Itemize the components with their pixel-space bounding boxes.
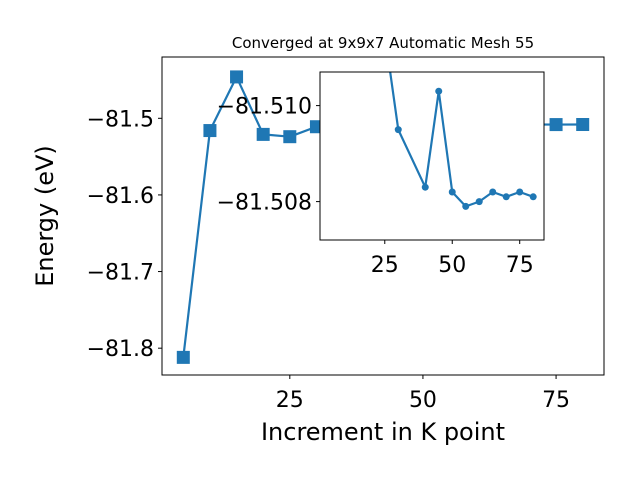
main-data-point [549,118,563,132]
main-data-point [256,127,270,141]
x-axis-label: Increment in K point [261,418,505,446]
main-x-axis: 25 50 75 [276,375,570,413]
inset-plot-frame [319,71,545,241]
main-data-point [576,118,590,132]
inset-x-tick-label: 25 [371,253,399,278]
inset-plot-background [320,72,544,240]
inset-x-tick-label: 50 [438,253,466,278]
main-y-tick-label: −81.6 [87,184,154,209]
inset-data-point [502,193,510,201]
main-x-tick-label: 75 [542,388,570,413]
inset-data-point [462,202,470,210]
inset-y-axis: −81.510 −81.508 [217,95,320,216]
inset-data-point [489,188,497,196]
inset-data-point [529,193,537,201]
inset-series-group [389,72,537,210]
main-y-tick-label: −81.5 [87,107,154,132]
main-y-tick-label: −81.7 [87,261,154,286]
inset-data-point [421,183,429,191]
main-data-point [283,130,297,144]
inset-y-tick-label: −81.510 [217,95,312,120]
main-y-axis: −81.5 −81.6 −81.7 −81.8 [87,107,162,362]
inset-data-point [394,126,402,134]
inset-data-point [516,188,524,196]
y-axis-label: Energy (eV) [31,145,59,287]
inset-data-point [448,188,456,196]
chart-title: Converged at 9x9x7 Automatic Mesh 55 [232,34,534,52]
main-x-tick-label: 25 [276,388,304,413]
inset-y-tick-label: −81.508 [217,191,312,216]
main-x-tick-label: 50 [409,388,437,413]
main-plot-frame [161,56,605,376]
main-y-tick-label: −81.8 [87,337,154,362]
inset-x-tick-label: 75 [506,253,534,278]
main-data-point [203,124,217,138]
inset-data-point [435,87,443,95]
inset-plot: 25 50 75 −81.510 −81.508 [217,71,545,278]
inset-data-point [475,198,483,206]
main-data-point [230,70,244,84]
main-data-point [176,350,190,364]
inset-x-axis: 25 50 75 [371,240,534,278]
